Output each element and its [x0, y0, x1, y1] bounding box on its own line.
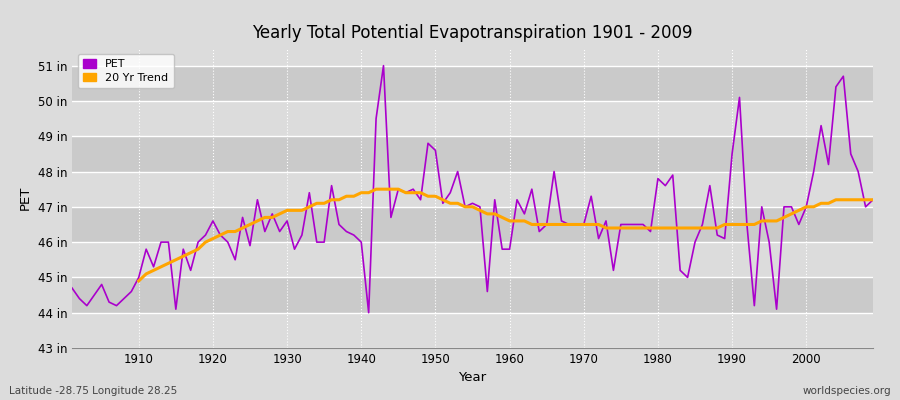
X-axis label: Year: Year: [458, 372, 487, 384]
20 Yr Trend: [579, 222, 590, 227]
Text: Latitude -28.75 Longitude 28.25: Latitude -28.75 Longitude 28.25: [9, 386, 177, 396]
Bar: [72, 101, 873, 136]
PET: [511, 197, 522, 202]
PET: [364, 310, 374, 315]
PET: [868, 197, 878, 202]
PET: [378, 63, 389, 68]
Bar: [72, 313, 873, 348]
PET: [608, 268, 619, 273]
Title: Yearly Total Potential Evapotranspiration 1901 - 2009: Yearly Total Potential Evapotranspiratio…: [252, 24, 693, 42]
Bar: [72, 172, 873, 207]
Bar: [72, 48, 873, 66]
Bar: [72, 242, 873, 278]
Legend: PET, 20 Yr Trend: PET, 20 Yr Trend: [77, 54, 174, 88]
PET: [126, 289, 137, 294]
Line: PET: PET: [72, 66, 873, 313]
20 Yr Trend: [519, 218, 530, 223]
Bar: [72, 207, 873, 242]
PET: [519, 212, 530, 216]
20 Yr Trend: [815, 201, 826, 206]
Text: worldspecies.org: worldspecies.org: [803, 386, 891, 396]
Bar: [72, 66, 873, 101]
Bar: [72, 278, 873, 313]
20 Yr Trend: [868, 197, 878, 202]
20 Yr Trend: [838, 197, 849, 202]
20 Yr Trend: [371, 187, 382, 192]
PET: [67, 286, 77, 290]
20 Yr Trend: [133, 278, 144, 283]
20 Yr Trend: [274, 212, 285, 216]
PET: [289, 247, 300, 252]
Y-axis label: PET: PET: [19, 186, 32, 210]
20 Yr Trend: [304, 204, 315, 209]
Line: 20 Yr Trend: 20 Yr Trend: [139, 189, 873, 281]
PET: [334, 222, 345, 227]
Bar: [72, 136, 873, 172]
